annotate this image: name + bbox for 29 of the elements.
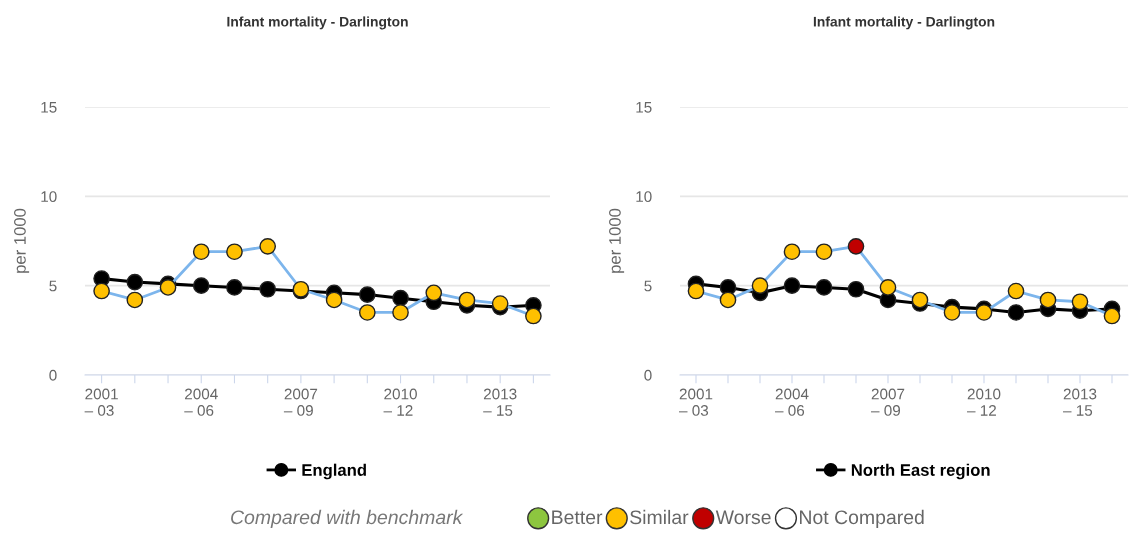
x-tick-label: 2004 – 06: [184, 388, 218, 416]
y-axis-title: per 1000: [14, 208, 30, 273]
legend-label: England: [302, 463, 366, 480]
chart-title: Infant mortality - Darlington: [227, 16, 408, 30]
x-tick-label: 2013 – 15: [483, 388, 517, 416]
category-label: Not Compared: [800, 509, 924, 528]
y-tick-label: 5: [644, 280, 652, 292]
y-tick-label: 10: [41, 191, 57, 203]
x-tick-label: 2007 – 09: [283, 388, 318, 416]
y-axis-title: per 1000: [609, 208, 625, 273]
text: Compared with benchmark: [231, 509, 464, 528]
y-tick-label: 5: [49, 280, 57, 292]
category-label: Worse: [715, 510, 771, 525]
category-label: Similar: [630, 509, 689, 525]
x-tick-label: 2013 – 15: [1063, 388, 1097, 416]
y-tick-label: 15: [41, 102, 57, 113]
y-tick-label: 0: [49, 369, 57, 381]
x-tick-label: 2010 – 12: [967, 388, 1001, 416]
chart-title: Infant mortality - Darlington: [813, 16, 995, 30]
x-tick-label: 2004 – 06: [775, 388, 809, 416]
category-label: Better: [552, 510, 603, 525]
legend-label: North East region: [851, 463, 990, 480]
x-tick-label: 2001 – 03: [84, 388, 118, 416]
y-tick-label: 0: [644, 369, 652, 381]
x-tick-label: 2010 – 12: [383, 388, 417, 416]
x-tick-label: 2007 – 09: [871, 388, 905, 416]
y-tick-label: 10: [636, 191, 652, 203]
x-tick-label: 2001 – 03: [679, 388, 713, 416]
y-tick-label: 15: [636, 102, 652, 113]
